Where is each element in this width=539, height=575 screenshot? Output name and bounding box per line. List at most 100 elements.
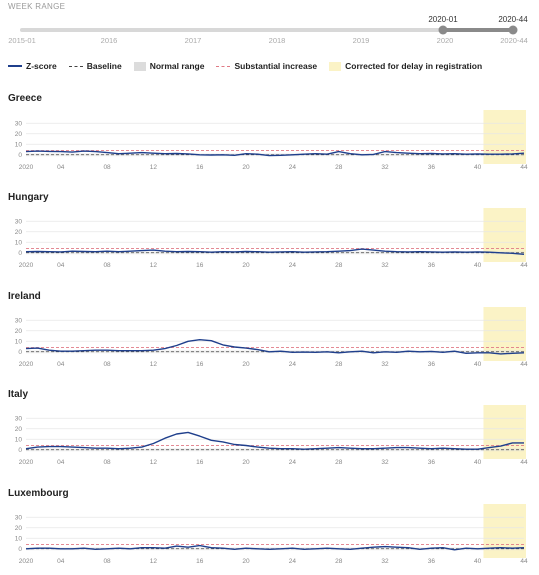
legend-item-substantial-increase[interactable]: Substantial increase bbox=[216, 61, 317, 71]
y-tick-label: 0 bbox=[18, 152, 22, 159]
x-tick-label: 24 bbox=[289, 164, 297, 171]
y-tick-label: 0 bbox=[18, 447, 22, 454]
x-tick-label: 08 bbox=[103, 558, 111, 565]
zscore-series-line bbox=[25, 248, 525, 255]
chart-greece: 0 10 20 30 2020 04 08 12 16 20 24 28 32 36 40 44 bbox=[15, 110, 528, 171]
chart-title: Ireland bbox=[8, 291, 41, 302]
x-tick-label: 2020 bbox=[19, 262, 34, 269]
x-tick-label: 04 bbox=[57, 558, 65, 565]
y-tick-label: 30 bbox=[15, 515, 23, 522]
y-tick-label: 0 bbox=[18, 349, 22, 356]
x-tick-label: 08 bbox=[103, 361, 111, 368]
legend-item-normal-range[interactable]: Normal range bbox=[133, 61, 205, 71]
x-tick-label: 08 bbox=[103, 164, 111, 171]
x-tick-label: 36 bbox=[428, 262, 436, 269]
legend-label-zscore: Z-score bbox=[26, 61, 57, 71]
x-tick-label: 40 bbox=[474, 459, 482, 466]
substantial-dash-icon bbox=[216, 65, 231, 67]
legend-label-baseline: Baseline bbox=[86, 61, 122, 71]
x-tick-label: 28 bbox=[335, 361, 343, 368]
slider-year-label: 2015-01 bbox=[8, 36, 36, 45]
zscore-series-line bbox=[25, 431, 524, 450]
x-tick-label: 12 bbox=[150, 262, 158, 269]
x-tick-label: 28 bbox=[335, 558, 343, 565]
x-tick-label: 40 bbox=[474, 164, 482, 171]
x-tick-label: 16 bbox=[196, 459, 204, 466]
week-range-slider[interactable]: 2020-01 2020-44 2015-01 2016 2017 2018 2019 202… bbox=[0, 12, 539, 48]
legend-item-zscore[interactable]: Z-score bbox=[8, 61, 57, 71]
y-tick-label: 30 bbox=[15, 121, 23, 128]
x-tick-label: 12 bbox=[150, 558, 158, 565]
x-tick-label: 28 bbox=[335, 262, 343, 269]
y-tick-label: 20 bbox=[15, 131, 23, 138]
x-tick-label: 20 bbox=[242, 262, 250, 269]
slider-year-label: 2018 bbox=[269, 36, 286, 45]
legend-item-baseline[interactable]: Baseline bbox=[68, 61, 122, 71]
x-tick-label: 44 bbox=[520, 361, 528, 368]
x-tick-label: 12 bbox=[150, 164, 158, 171]
legend-label-substantial-increase: Substantial increase bbox=[234, 61, 318, 71]
x-tick-label: 44 bbox=[520, 459, 528, 466]
zscore-series-line bbox=[25, 150, 525, 157]
baseline-dash-icon bbox=[68, 65, 83, 67]
slider-year-label: 2019 bbox=[353, 36, 370, 45]
x-tick-label: 20 bbox=[242, 459, 250, 466]
x-tick-label: 44 bbox=[520, 558, 528, 565]
x-tick-label: 28 bbox=[335, 459, 343, 466]
x-tick-label: 32 bbox=[381, 262, 389, 269]
y-tick-label: 10 bbox=[15, 240, 23, 247]
y-tick-label: 10 bbox=[15, 536, 23, 543]
legend-label-normal-range: Normal range bbox=[149, 61, 205, 71]
x-tick-label: 32 bbox=[381, 164, 389, 171]
chart-ireland: 0 10 20 30 2020 04 08 12 16 20 24 28 32 36 40 44 bbox=[15, 307, 528, 368]
y-tick-label: 0 bbox=[18, 250, 22, 257]
legend: Z-score Baseline Normal range Substantia… bbox=[8, 60, 494, 72]
slider-handle-end[interactable] bbox=[508, 25, 518, 35]
normal-range-band bbox=[26, 448, 524, 452]
x-tick-label: 16 bbox=[196, 361, 204, 368]
y-tick-label: 20 bbox=[15, 229, 23, 236]
normal-range-swatch-icon bbox=[133, 61, 146, 71]
legend-label-corrected: Corrected for delay in registration bbox=[345, 61, 483, 71]
chart-title: Hungary bbox=[8, 192, 49, 203]
x-tick-label: 40 bbox=[474, 262, 482, 269]
zscore-line-icon bbox=[8, 65, 22, 67]
chart-title: Italy bbox=[8, 389, 29, 400]
slider-start-value: 2020-01 bbox=[428, 15, 458, 24]
chart-luxembourg: 0 10 20 30 2020 04 08 12 16 20 24 28 32 36 40 44 bbox=[15, 504, 528, 565]
x-tick-label: 08 bbox=[103, 459, 111, 466]
x-tick-label: 16 bbox=[196, 164, 204, 171]
legend-item-corrected[interactable]: Corrected for delay in registration bbox=[329, 61, 482, 71]
y-tick-label: 20 bbox=[15, 328, 23, 335]
x-tick-label: 36 bbox=[428, 361, 436, 368]
x-tick-label: 16 bbox=[196, 558, 204, 565]
x-tick-label: 20 bbox=[242, 558, 250, 565]
x-tick-label: 24 bbox=[289, 558, 297, 565]
x-tick-label: 28 bbox=[335, 164, 343, 171]
x-tick-label: 2020 bbox=[19, 164, 34, 171]
slider-handle-start[interactable] bbox=[438, 25, 448, 35]
x-tick-label: 24 bbox=[289, 361, 297, 368]
x-tick-label: 40 bbox=[474, 558, 482, 565]
corrected-swatch-icon bbox=[329, 61, 342, 71]
x-tick-label: 12 bbox=[150, 459, 158, 466]
y-tick-label: 20 bbox=[15, 426, 23, 433]
x-tick-label: 36 bbox=[428, 558, 436, 565]
x-tick-label: 44 bbox=[520, 164, 528, 171]
x-tick-label: 20 bbox=[242, 164, 250, 171]
x-tick-label: 08 bbox=[103, 262, 111, 269]
zscore-series-line bbox=[25, 544, 525, 551]
x-tick-label: 2020 bbox=[19, 558, 34, 565]
slider-year-label: 2017 bbox=[185, 36, 202, 45]
zscore-series-line bbox=[25, 339, 525, 355]
x-tick-label: 36 bbox=[428, 164, 436, 171]
y-tick-label: 10 bbox=[15, 142, 23, 149]
x-tick-label: 04 bbox=[57, 262, 65, 269]
x-tick-label: 04 bbox=[57, 459, 65, 466]
slider-end-value: 2020-44 bbox=[498, 15, 528, 24]
x-tick-label: 2020 bbox=[19, 459, 34, 466]
slider-year-label: 2020 bbox=[437, 36, 454, 45]
slider-year-label: 2016 bbox=[101, 36, 118, 45]
x-tick-label: 20 bbox=[242, 361, 250, 368]
chart-hungary: 0 10 20 30 2020 04 08 12 16 20 24 28 32 36 40 44 bbox=[15, 208, 528, 269]
